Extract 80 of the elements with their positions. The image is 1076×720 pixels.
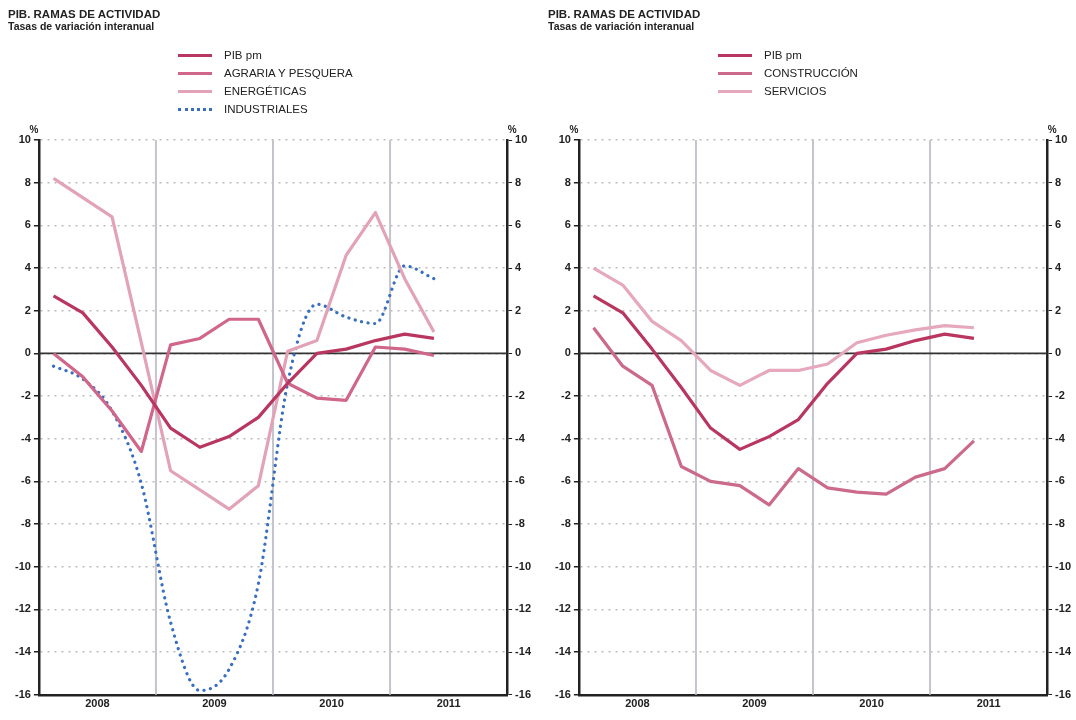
y2-tick-label: -4	[21, 431, 32, 444]
y2-tick-label: 4	[564, 261, 572, 274]
y-tick-label: -2	[1055, 389, 1065, 402]
y-tick-label: -10	[515, 559, 532, 572]
chart-subtitle: Tasas de variación interanual	[8, 20, 156, 32]
chart-subtitle: Tasas de variación interanual	[548, 20, 696, 32]
y-tick-label: -16	[1055, 687, 1072, 700]
y2-tick-label: -8	[561, 517, 571, 530]
x-tick-label: 2010	[859, 697, 884, 710]
y2-tick-label: -16	[554, 687, 571, 700]
y2-tick-label: -2	[561, 389, 571, 402]
y2-tick-label: -10	[554, 559, 571, 572]
y2-tick-label: -8	[21, 517, 31, 530]
y-tick-label: 10	[515, 133, 528, 146]
y-tick-label: -12	[1055, 602, 1072, 615]
y-tick-label: 2	[1055, 303, 1062, 316]
y-tick-label: -10	[1055, 559, 1072, 572]
y-tick-label: -12	[515, 602, 532, 615]
x-tick-label: 2008	[85, 697, 110, 710]
y-tick-label: -4	[1055, 431, 1066, 444]
y-tick-label: -14	[1055, 645, 1072, 658]
y2-tick-label: -12	[554, 602, 571, 615]
y-tick-label: 8	[1055, 175, 1062, 188]
text: %	[569, 124, 579, 135]
line-series	[51, 264, 436, 693]
chart-title: PIB. RAMAS DE ACTIVIDAD	[8, 8, 162, 20]
y2-tick-label: 4	[24, 261, 32, 274]
y2-tick-label: -16	[14, 687, 31, 700]
y2-tick-label: 2	[564, 303, 571, 316]
y-tick-label: -14	[515, 645, 532, 658]
y2-tick-label: 0	[564, 346, 571, 359]
y2-tick-label: -2	[21, 389, 31, 402]
y-tick-label: -8	[1055, 517, 1065, 530]
chart-title: PIB. RAMAS DE ACTIVIDAD	[548, 8, 702, 20]
y2-tick-label: 0	[24, 346, 31, 359]
text: %	[507, 124, 517, 135]
y-tick-label: 6	[515, 218, 522, 231]
y-tick-label: 4	[515, 261, 523, 274]
y-tick-label: 6	[1055, 218, 1062, 231]
y-tick-label: 0	[1055, 346, 1062, 359]
y2-tick-label: -12	[14, 602, 31, 615]
legend-label: PIB pm	[224, 49, 262, 61]
y2-tick-label: -10	[14, 559, 31, 572]
legend-label: PIB pm	[764, 49, 802, 61]
y2-tick-label: 8	[564, 175, 571, 188]
x-tick-label: 2010	[319, 697, 344, 710]
x-tick-label: 2009	[742, 697, 767, 710]
y2-tick-label: 2	[24, 303, 31, 316]
text: %	[1047, 124, 1057, 135]
y-tick-label: 0	[515, 346, 522, 359]
y-tick-label: 10	[1055, 133, 1068, 146]
legend-label: AGRARIA Y PESQUERA	[224, 67, 353, 79]
y-tick-label: 8	[515, 175, 522, 188]
y2-tick-label: 10	[558, 133, 571, 146]
y2-tick-label: -6	[561, 474, 571, 487]
y-tick-label: -4	[515, 431, 526, 444]
y-tick-label: -2	[515, 389, 525, 402]
y2-tick-label: 6	[24, 218, 31, 231]
x-tick-label: 2011	[436, 697, 461, 710]
y-tick-label: -16	[515, 687, 532, 700]
legend-label: ENERGÉTICAS	[224, 85, 307, 97]
legend-label: SERVICIOS	[764, 85, 827, 97]
y2-tick-label: 8	[24, 175, 31, 188]
y-tick-label: 4	[1055, 261, 1063, 274]
y-tick-label: -6	[1055, 474, 1065, 487]
y2-tick-label: -14	[14, 645, 32, 658]
y-tick-label: 2	[515, 303, 522, 316]
x-tick-label: 2008	[625, 697, 650, 710]
y2-tick-label: -6	[21, 474, 31, 487]
x-tick-label: 2011	[976, 697, 1001, 710]
y-tick-label: -6	[515, 474, 525, 487]
y2-tick-label: -14	[554, 645, 572, 658]
x-tick-label: 2009	[202, 697, 227, 710]
y2-tick-label: 10	[18, 133, 31, 146]
legend-label: INDUSTRIALES	[224, 103, 308, 115]
y2-tick-label: -4	[561, 431, 572, 444]
y-tick-label: -8	[515, 517, 525, 530]
text: %	[29, 124, 39, 135]
legend-label: CONSTRUCCIÓN	[764, 67, 858, 79]
y2-tick-label: 6	[564, 218, 571, 231]
